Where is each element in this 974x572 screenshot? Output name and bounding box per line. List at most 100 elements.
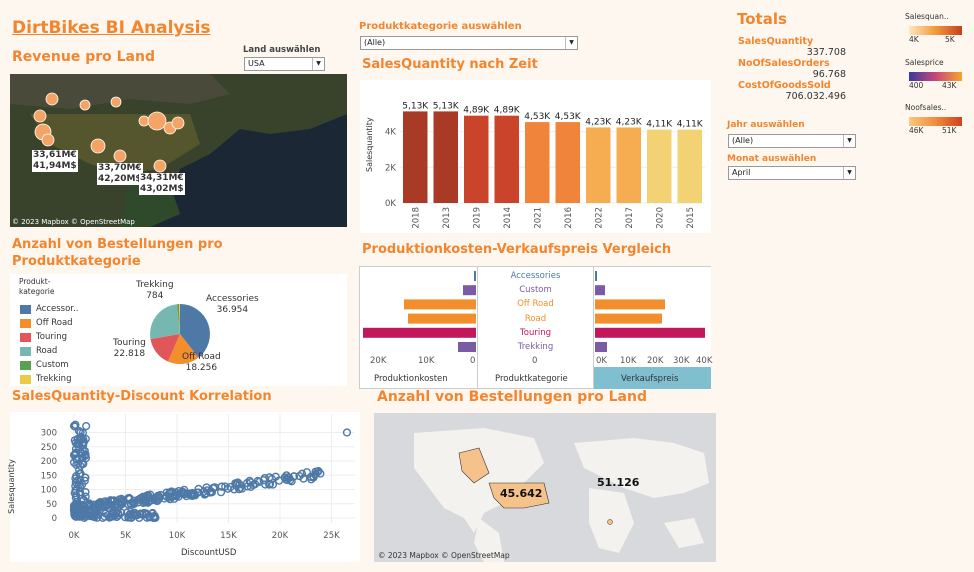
scatter-point — [139, 494, 149, 504]
legend-label: Custom — [36, 360, 69, 370]
pie-legend-item[interactable]: Off Road — [20, 316, 78, 330]
bar — [403, 111, 428, 203]
scatter-point — [81, 487, 90, 497]
scatter-point — [133, 510, 142, 519]
legend-swatch — [20, 304, 31, 314]
scatter-point — [299, 474, 308, 483]
scatter-x-tick: 15K — [220, 531, 237, 541]
legend-label: Off Road — [36, 318, 73, 328]
scatter-point — [73, 476, 82, 485]
legend-swatch — [20, 360, 31, 370]
scatter-point — [125, 495, 134, 504]
bar-x-tick: 2014 — [503, 207, 513, 229]
compare-category-label: Trekking — [517, 341, 554, 352]
bar-y-tick: 4K — [385, 128, 396, 138]
legend-swatch — [20, 332, 31, 342]
scatter-point — [116, 496, 126, 506]
pie-legend-item[interactable]: Touring — [20, 330, 78, 344]
scatter-point — [72, 460, 81, 469]
bar-value-label: 5,13K — [433, 101, 460, 111]
scatter-point — [85, 500, 94, 510]
scatter-y-tick: 200 — [41, 457, 57, 467]
bar-value-label: 4,53K — [555, 112, 582, 122]
price-bar — [595, 285, 605, 296]
scatter-point — [70, 422, 80, 431]
orders-pie-panel[interactable]: Produkt-kategorie Accessor.. Off Road Tour… — [10, 274, 347, 386]
bar — [555, 122, 580, 203]
legend-label: Touring — [36, 332, 67, 342]
chevron-down-icon: ▼ — [312, 58, 324, 70]
scatter-y-tick: 150 — [41, 471, 57, 481]
bar-value-label: 4,11K — [646, 120, 673, 130]
scatter-point — [76, 447, 85, 456]
compare-category-label: Custom — [519, 285, 552, 296]
scatter-x-tick: 20K — [272, 531, 289, 541]
legend-noofsales: Noofsales.. 46K 51K — [905, 103, 971, 136]
compare-title: Produktionkosten-Verkaufspreis Vergleich — [362, 242, 672, 257]
total-value: 706.032.496 — [785, 91, 846, 102]
scatter-point — [81, 473, 90, 482]
total-value: 337.708 — [806, 47, 846, 58]
pie-legend-item[interactable]: Custom — [20, 358, 78, 372]
bar — [525, 122, 550, 203]
compare-mid-label: Produktkategorie — [495, 374, 568, 384]
legend-salesquantity: Salesquan.. 4K 5K — [905, 12, 971, 45]
total-value: 96.768 — [812, 69, 846, 80]
orders-map[interactable]: 45.642 51.126 © 2023 Mapbox © OpenStreet… — [374, 413, 716, 562]
scatter-point — [186, 491, 196, 500]
orders-map-canvas — [374, 413, 716, 562]
bar — [494, 115, 519, 203]
map-attribution: © 2023 Mapbox © OpenStreetMap — [12, 218, 135, 226]
cost-bar — [474, 271, 476, 281]
pie-legend-title: Produkt-kategorie — [19, 277, 55, 296]
scatter-point — [206, 487, 216, 496]
month-filter-select[interactable]: April ▼ — [728, 166, 856, 180]
scatter-point — [236, 483, 245, 492]
qty-time-title: SalesQuantity nach Zeit — [362, 57, 538, 72]
pie-legend-item[interactable]: Road — [20, 344, 78, 358]
pie-legend-item[interactable]: Accessor.. — [20, 302, 78, 316]
legend-label: Accessor.. — [36, 304, 79, 314]
scatter-y-tick: 250 — [41, 443, 57, 453]
year-filter-label: Jahr auswählen — [727, 120, 805, 130]
cost-bar — [458, 342, 476, 352]
compare-right-label: Verkaufspreis — [621, 374, 679, 384]
compare-category-label: Road — [524, 313, 547, 324]
pie-legend-item[interactable]: Trekking — [20, 372, 78, 386]
country-filter-label: Land auswählen — [243, 45, 321, 55]
compare-chart[interactable]: Accessories Custom Off Road Road Touring Trek… — [359, 266, 712, 390]
bar-x-tick: 2016 — [564, 207, 574, 229]
month-filter-value: April — [732, 168, 751, 177]
total-label: CostOfGoodsSold — [738, 80, 831, 91]
bar-x-tick: 2017 — [625, 207, 635, 229]
bar — [616, 127, 641, 203]
scatter-point — [110, 500, 119, 510]
scatter-point — [234, 485, 244, 494]
bar-ylabel: Salesquantity — [365, 117, 374, 172]
qty-time-chart[interactable]: 0K 2K 4K Salesquantity 5,13K 2018 5,13K 2013 4,8… — [360, 80, 711, 233]
scatter-point — [73, 500, 82, 509]
scatter-point — [98, 513, 107, 522]
bar-x-tick: 2021 — [533, 207, 543, 229]
scatter-point — [150, 511, 159, 521]
category-filter-select[interactable]: (Alle) ▼ — [360, 36, 578, 50]
scatter-ylabel: Salesquantity — [6, 459, 16, 514]
legend-salesprice: Salesprice 400 43K — [905, 58, 971, 91]
scatter-point — [156, 490, 165, 500]
year-filter-select[interactable]: (Alle) ▼ — [728, 134, 856, 148]
legend-label: Trekking — [36, 374, 72, 384]
compare-svg — [363, 271, 705, 352]
orders-pie-title: Anzahl von Bestellungen pro Produktkatego… — [12, 237, 223, 269]
total-label: SalesQuantity — [738, 36, 814, 47]
orders-map-attribution: © 2023 Mapbox © OpenStreetMap — [378, 551, 510, 560]
legend-swatch — [20, 374, 31, 384]
scatter-y-tick: 0 — [52, 514, 57, 524]
scatter-chart[interactable]: 0 50 100 150 200 250 300 0K 5K 10K 15K 20K 25K Disco… — [6, 412, 360, 562]
country-filter-select[interactable]: USA ▼ — [244, 57, 325, 71]
scatter-point — [81, 492, 90, 501]
pie-svg — [150, 303, 210, 364]
revenue-map[interactable]: 33,61M€ 41,94M$ 33,70M€ 42,20M$ 34,31M€ 43,… — [10, 74, 347, 227]
qty-time-svg: 0K 2K 4K Salesquantity 5,13K 2018 5,13K 2013 4,8… — [365, 101, 705, 229]
scatter-point — [280, 473, 290, 482]
cost-bar — [404, 299, 476, 310]
